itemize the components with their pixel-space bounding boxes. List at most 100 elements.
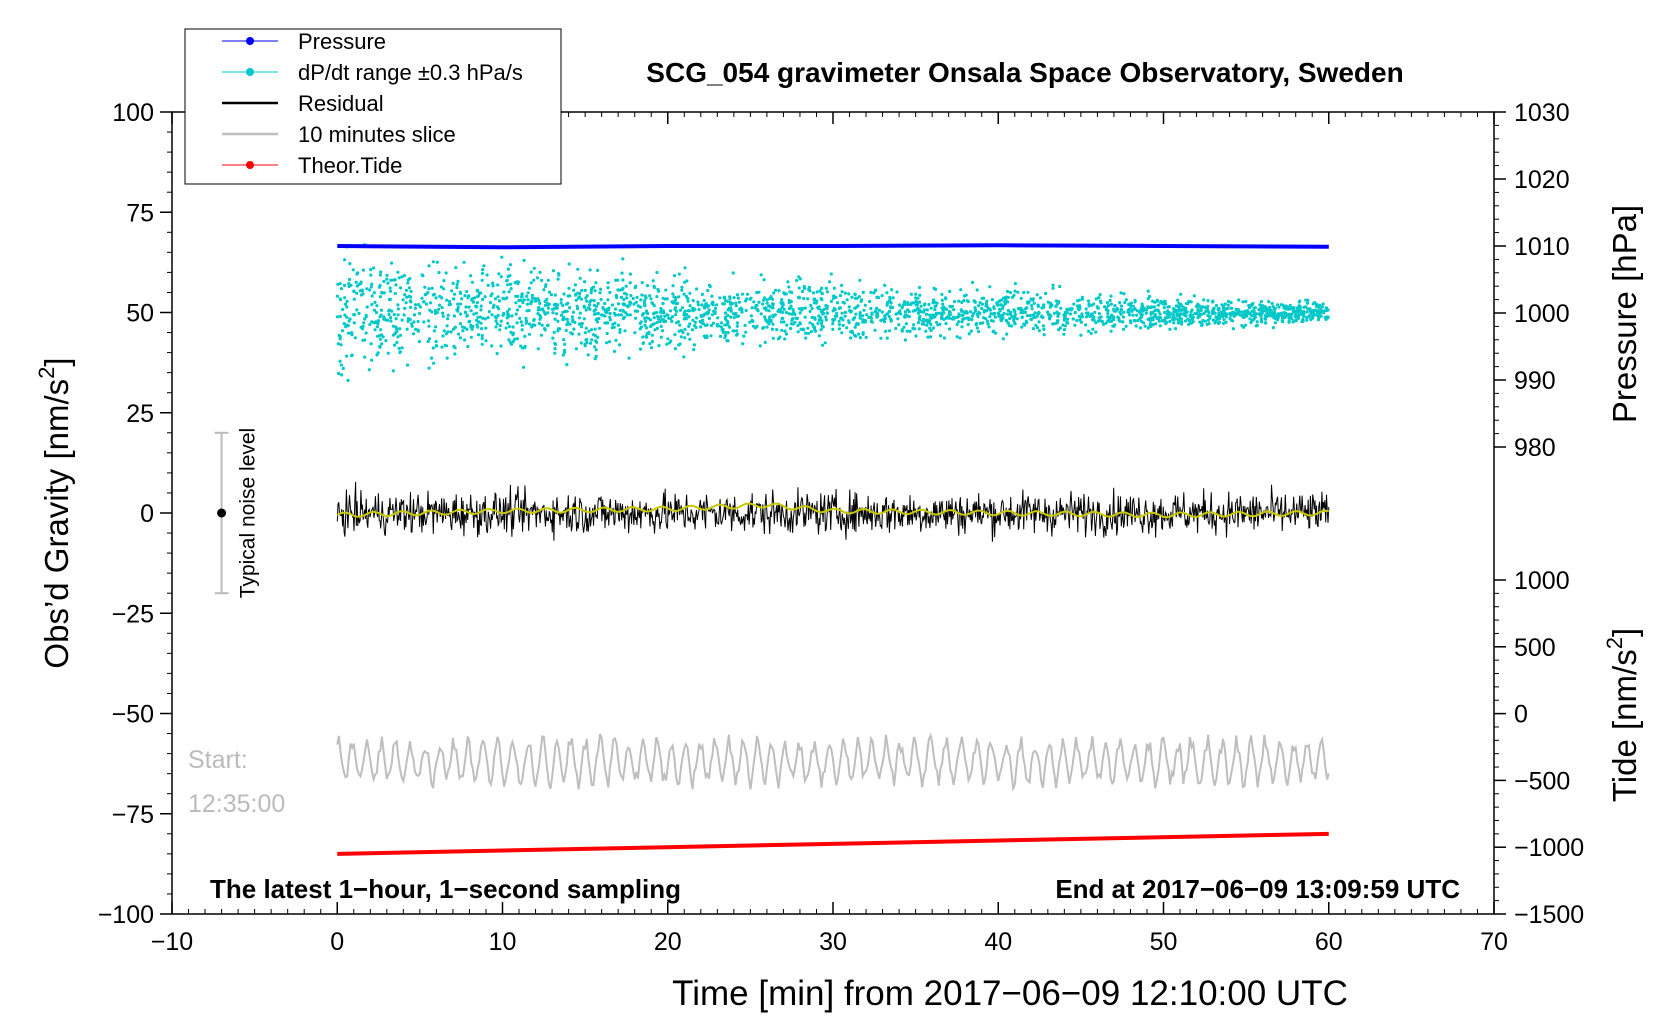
dpdt-point xyxy=(1163,316,1167,320)
dpdt-point xyxy=(806,331,811,335)
dpdt-point xyxy=(915,300,919,304)
dpdt-point xyxy=(350,331,354,335)
dpdt-point xyxy=(516,294,520,298)
dpdt-point xyxy=(522,258,526,262)
dpdt-point xyxy=(605,341,609,345)
dpdt-point xyxy=(699,325,703,329)
dpdt-point xyxy=(975,288,979,292)
dpdt-point xyxy=(688,304,692,308)
dpdt-point xyxy=(515,308,520,312)
dpdt-point xyxy=(1008,290,1013,295)
dpdt-point xyxy=(1306,298,1310,302)
dpdt-point xyxy=(347,282,351,286)
dpdt-point xyxy=(943,296,948,300)
dpdt-point xyxy=(639,298,643,302)
y-pressure-tick-label: 1020 xyxy=(1514,166,1570,194)
dpdt-point xyxy=(939,334,943,338)
x-tick-label: 10 xyxy=(489,928,517,956)
dpdt-point xyxy=(479,291,483,295)
dpdt-point xyxy=(734,329,739,333)
dpdt-point xyxy=(996,311,1001,315)
dpdt-point xyxy=(462,260,466,264)
dpdt-point xyxy=(632,302,636,306)
dpdt-point xyxy=(440,345,444,349)
dpdt-point xyxy=(861,319,866,323)
dpdt-point xyxy=(410,324,414,328)
dpdt-point xyxy=(365,305,369,309)
dpdt-point xyxy=(596,268,600,272)
dpdt-point xyxy=(1155,317,1160,321)
dpdt-point xyxy=(1087,304,1091,308)
dpdt-point xyxy=(649,346,654,350)
dpdt-point xyxy=(542,288,546,292)
dpdt-point xyxy=(1133,307,1137,311)
y-left-tick-label: −50 xyxy=(112,701,154,729)
dpdt-point xyxy=(514,312,518,316)
start-time: 12:35:00 xyxy=(188,790,285,818)
dpdt-point xyxy=(445,324,449,328)
dpdt-point xyxy=(933,308,937,312)
dpdt-point xyxy=(917,327,921,331)
dpdt-point xyxy=(407,286,411,290)
dpdt-point xyxy=(1305,318,1309,322)
dpdt-point xyxy=(341,366,345,370)
dpdt-point xyxy=(442,287,446,291)
dpdt-point xyxy=(486,316,490,320)
dpdt-point xyxy=(1265,312,1269,316)
dpdt-point xyxy=(1052,311,1056,315)
dpdt-point xyxy=(495,351,499,356)
noise-label: Typical noise level xyxy=(237,428,260,598)
dpdt-point xyxy=(469,309,473,313)
dpdt-point xyxy=(959,288,963,292)
y-left-tick-label: 75 xyxy=(126,199,154,227)
dpdt-point xyxy=(378,337,382,341)
dpdt-point xyxy=(496,283,500,287)
dpdt-point xyxy=(508,282,513,286)
dpdt-point xyxy=(1153,308,1157,313)
dpdt-point xyxy=(647,331,651,336)
dpdt-point xyxy=(640,313,645,317)
y-left-tick-label: 25 xyxy=(126,400,154,428)
dpdt-point xyxy=(405,295,409,299)
dpdt-point xyxy=(374,311,378,315)
dpdt-point xyxy=(1133,298,1137,302)
dpdt-point xyxy=(771,306,775,310)
dpdt-point xyxy=(426,319,431,323)
dpdt-point xyxy=(1037,320,1041,324)
dpdt-point xyxy=(811,323,815,327)
pressure-series xyxy=(337,243,1329,250)
dpdt-point xyxy=(1221,315,1225,319)
dpdt-point xyxy=(854,312,858,316)
dpdt-point xyxy=(1259,314,1263,318)
dpdt-point xyxy=(1036,312,1040,316)
dpdt-point xyxy=(655,326,660,330)
dpdt-point xyxy=(480,337,484,341)
dpdt-point xyxy=(343,313,347,317)
dpdt-point xyxy=(659,306,663,311)
dpdt-point xyxy=(1079,315,1083,319)
dpdt-point xyxy=(463,338,467,342)
dpdt-point xyxy=(840,331,844,335)
dpdt-point xyxy=(1317,305,1321,310)
dpdt-point xyxy=(559,298,563,302)
dpdt-point xyxy=(820,324,824,328)
dpdt-point xyxy=(456,279,460,283)
dpdt-point xyxy=(831,327,835,331)
dpdt-point xyxy=(1117,316,1121,320)
dpdt-point xyxy=(1024,319,1028,323)
dpdt-point xyxy=(623,329,627,333)
dpdt-point xyxy=(1186,317,1190,321)
dpdt-point xyxy=(499,275,503,279)
dpdt-point xyxy=(480,271,485,275)
dpdt-point xyxy=(952,317,956,321)
dpdt-point xyxy=(926,335,930,339)
dpdt-point xyxy=(391,369,395,373)
dpdt-point xyxy=(629,301,633,305)
dpdt-point xyxy=(967,332,971,336)
dpdt-point xyxy=(1153,300,1157,304)
dpdt-point xyxy=(691,306,695,311)
dpdt-point xyxy=(563,342,567,346)
x-tick-label: 20 xyxy=(654,928,682,956)
dpdt-point xyxy=(933,304,937,308)
dpdt-point xyxy=(491,281,495,285)
